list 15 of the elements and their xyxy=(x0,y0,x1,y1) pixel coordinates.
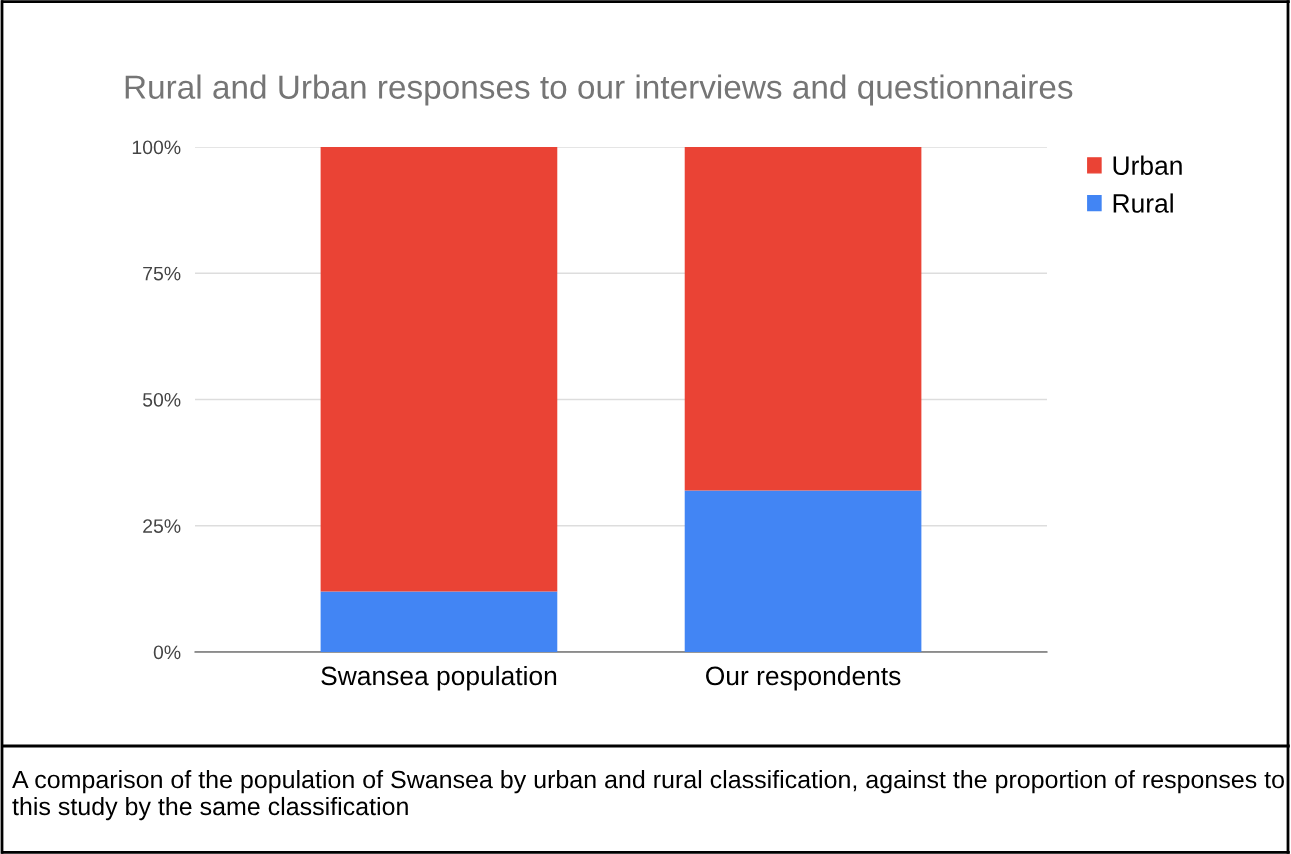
y-tick-label: 75% xyxy=(143,266,181,281)
x-tick-label: Our respondents xyxy=(706,665,901,691)
legend-label: Urban xyxy=(1113,155,1182,175)
y-tick-label: 50% xyxy=(142,392,181,407)
y-tick-label: 25% xyxy=(143,519,181,533)
bar xyxy=(684,490,922,652)
chart-title: Rural and Urban responses to our interviews and questionnaires xyxy=(125,74,1073,106)
x-tick-label: Swansea population xyxy=(321,665,557,691)
bar xyxy=(320,147,558,592)
text: A comparison of the population of Swansea by urban and rural classification, against the proportion of responses to this study by the same classification xyxy=(12,770,1284,821)
y-tick-label: 0% xyxy=(153,645,181,660)
y-tick-label: 100% xyxy=(132,140,181,155)
bar xyxy=(684,147,922,491)
legend-label: Rural xyxy=(1113,193,1173,213)
bar xyxy=(320,591,558,652)
